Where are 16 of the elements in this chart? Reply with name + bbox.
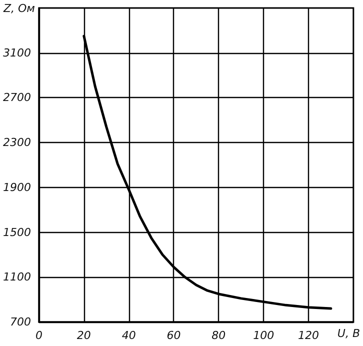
x-axis-title: U, В [337,327,360,340]
y-tick-label: 1900 [2,180,31,194]
x-tick-label: 120 [298,329,319,342]
y-tick-label: 2300 [2,136,31,150]
y-tick-label: 700 [10,316,31,328]
x-tick-label: 0 [35,329,42,342]
y-tick-label: 1100 [2,270,31,284]
x-tick-label: 60 [166,329,181,342]
y-axis-title: Z, Ом [2,2,35,15]
x-tick-label: 20 [76,329,91,342]
x-tick-label: 80 [212,329,226,342]
x-tick-label: 100 [253,329,274,342]
y-tick-label: 1500 [2,226,31,239]
x-tick-label: 40 [122,329,136,342]
y-tick-label: 2700 [2,91,31,104]
y-tick-label: 3100 [2,46,31,60]
